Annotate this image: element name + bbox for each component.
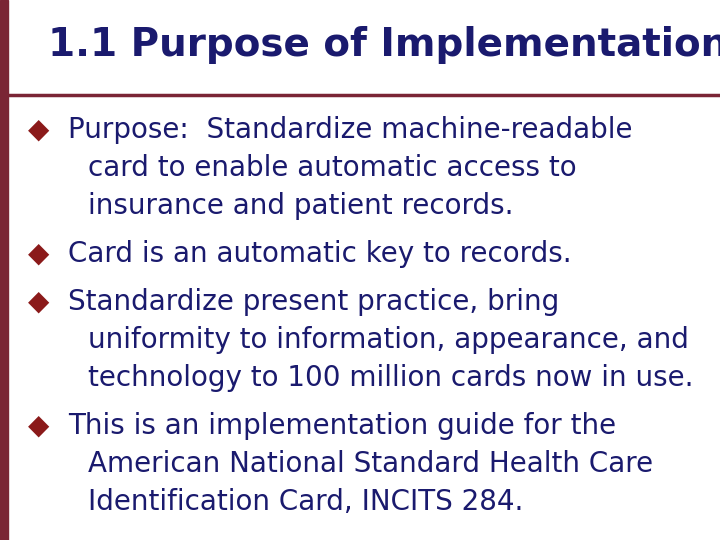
Text: ◆: ◆	[28, 412, 50, 440]
Text: This is an implementation guide for the: This is an implementation guide for the	[68, 412, 616, 440]
Text: Identification Card, INCITS 284.: Identification Card, INCITS 284.	[88, 488, 523, 516]
Text: uniformity to information, appearance, and: uniformity to information, appearance, a…	[88, 326, 689, 354]
Text: Standardize present practice, bring: Standardize present practice, bring	[68, 288, 559, 316]
Text: Purpose:  Standardize machine-readable: Purpose: Standardize machine-readable	[68, 116, 632, 144]
Bar	[0, 0, 8, 540]
Text: ◆: ◆	[28, 116, 50, 144]
Text: 1.1 Purpose of Implementation Guide: 1.1 Purpose of Implementation Guide	[48, 26, 720, 64]
Text: insurance and patient records.: insurance and patient records.	[88, 192, 513, 220]
Text: technology to 100 million cards now in use.: technology to 100 million cards now in u…	[88, 364, 693, 392]
Text: American National Standard Health Care: American National Standard Health Care	[88, 450, 653, 478]
Text: ◆: ◆	[28, 288, 50, 316]
Text: Card is an automatic key to records.: Card is an automatic key to records.	[68, 240, 572, 268]
Text: card to enable automatic access to: card to enable automatic access to	[88, 154, 577, 182]
Text: ◆: ◆	[28, 240, 50, 268]
